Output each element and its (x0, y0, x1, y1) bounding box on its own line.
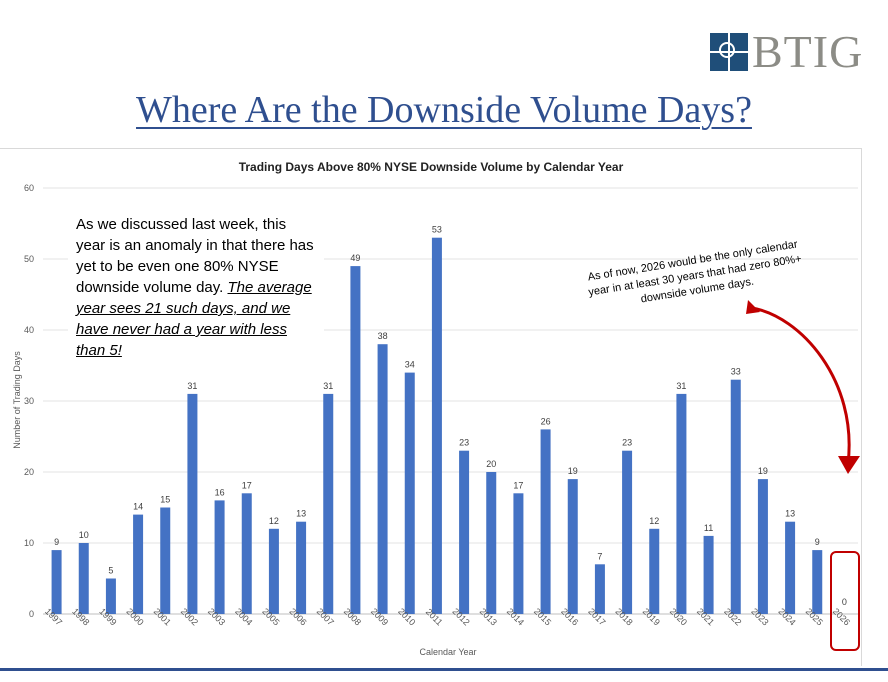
bar-data-label: 38 (378, 331, 388, 341)
bar (241, 493, 252, 614)
bar-data-label: 12 (269, 516, 279, 526)
chart-frame (0, 148, 862, 666)
bar (133, 514, 144, 614)
bar-data-label: 9 (54, 537, 59, 547)
bar-data-label: 19 (568, 466, 578, 476)
bar-data-label: 17 (513, 480, 523, 490)
bar (268, 528, 279, 614)
bar-data-label: 17 (242, 480, 252, 490)
btig-logo: BTIG (710, 26, 870, 77)
bar-data-label: 31 (323, 381, 333, 391)
bar (214, 500, 225, 614)
bar (160, 507, 171, 614)
bar-data-label: 53 (432, 225, 442, 235)
bar (486, 472, 497, 614)
bar (567, 479, 578, 614)
y-axis-title: Number of Trading Days (12, 351, 22, 449)
arrow-tail (746, 300, 760, 314)
bar-data-label: 34 (405, 360, 415, 370)
y-tick-label: 40 (24, 325, 34, 335)
bar-data-label: 12 (649, 516, 659, 526)
bar (703, 535, 714, 614)
bar (377, 344, 388, 614)
bar-data-label: 11 (704, 523, 713, 533)
slide-title: Where Are the Downside Volume Days? (136, 89, 752, 131)
bar (622, 450, 633, 614)
bar (649, 528, 660, 614)
chart-title: Trading Days Above 80% NYSE Downside Vol… (238, 160, 624, 174)
highlight-2026-box (830, 551, 860, 651)
bar (296, 521, 307, 614)
logo-text: BTIG (752, 26, 864, 77)
bar (785, 521, 796, 614)
bar (105, 578, 116, 614)
arrow-head (838, 456, 860, 474)
y-tick-label: 60 (24, 183, 34, 193)
y-tick-label: 0 (29, 609, 34, 619)
bar (513, 493, 524, 614)
bar-data-label: 31 (187, 381, 197, 391)
bar (676, 393, 687, 614)
callout-box: As we discussed last week, this year is … (68, 206, 324, 359)
bar (323, 393, 334, 614)
bar-data-label: 33 (731, 367, 741, 377)
bar (350, 266, 361, 614)
bar-data-label: 23 (459, 438, 469, 448)
bottom-rule (0, 668, 888, 671)
bar (459, 450, 470, 614)
bar-data-label: 5 (108, 566, 113, 576)
bar-data-label: 20 (486, 459, 496, 469)
bar-data-label: 7 (597, 551, 602, 561)
y-tick-label: 30 (24, 396, 34, 406)
bar-data-label: 0 (842, 597, 847, 607)
bar (187, 393, 198, 614)
y-tick-label: 20 (24, 467, 34, 477)
y-tick-label: 10 (24, 538, 34, 548)
globe-icon (710, 33, 748, 71)
bar-data-label: 13 (785, 509, 795, 519)
bar-data-label: 49 (350, 253, 360, 263)
bar (404, 372, 415, 614)
bar-data-label: 13 (296, 509, 306, 519)
bar-data-label: 26 (541, 416, 551, 426)
bar (730, 379, 741, 614)
callout-emphasis: The average year sees 21 such days, and … (76, 279, 312, 359)
bar-data-label: 15 (160, 495, 170, 505)
bar (812, 550, 823, 614)
bar-data-label: 10 (79, 530, 89, 540)
bar-data-label: 31 (676, 381, 686, 391)
bar-data-label: 9 (815, 537, 820, 547)
bar (78, 543, 89, 614)
bar (51, 550, 62, 614)
bar-data-label: 19 (758, 466, 768, 476)
bar-data-label: 16 (215, 487, 225, 497)
bar-data-label: 14 (133, 502, 143, 512)
arrow-curve (751, 306, 851, 465)
bar (540, 429, 551, 614)
bar (431, 237, 442, 614)
x-axis-title: Calendar Year (419, 647, 476, 657)
bar-data-label: 23 (622, 438, 632, 448)
bar (594, 564, 605, 614)
callout-text: As we discussed last week, this year is … (76, 216, 314, 296)
bar (757, 479, 768, 614)
y-tick-label: 50 (24, 254, 34, 264)
